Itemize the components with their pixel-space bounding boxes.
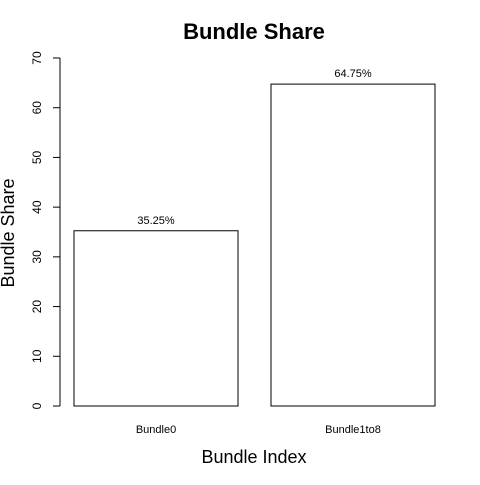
y-tick-label-70: 70 bbox=[30, 51, 44, 65]
y-tick-label-40: 40 bbox=[30, 200, 44, 214]
y-tick-label-10: 10 bbox=[30, 349, 44, 363]
bar-bundle1to8 bbox=[270, 83, 436, 407]
bars-group: 35.25% 64.75% bbox=[73, 68, 436, 407]
y-axis: 0 10 20 30 40 50 60 70 bbox=[30, 51, 61, 409]
y-tick-label-50: 50 bbox=[30, 150, 44, 164]
bar-bundle0 bbox=[73, 230, 239, 407]
data-label-bundle0: 35.25% bbox=[137, 215, 175, 227]
x-axis-category-labels: Bundle0 Bundle1to8 bbox=[136, 424, 381, 436]
y-tick-label-30: 30 bbox=[30, 250, 44, 264]
chart-title: Bundle Share bbox=[183, 19, 325, 44]
x-axis-label: Bundle Index bbox=[201, 447, 306, 467]
y-axis-label: Bundle Share bbox=[0, 178, 18, 287]
x-category-label-bundle1to8: Bundle1to8 bbox=[325, 424, 381, 436]
y-tick-label-20: 20 bbox=[30, 300, 44, 314]
data-label-bundle1to8: 64.75% bbox=[334, 68, 372, 80]
x-category-label-bundle0: Bundle0 bbox=[136, 424, 176, 436]
y-tick-label-60: 60 bbox=[30, 101, 44, 115]
y-tick-label-0: 0 bbox=[30, 402, 44, 409]
